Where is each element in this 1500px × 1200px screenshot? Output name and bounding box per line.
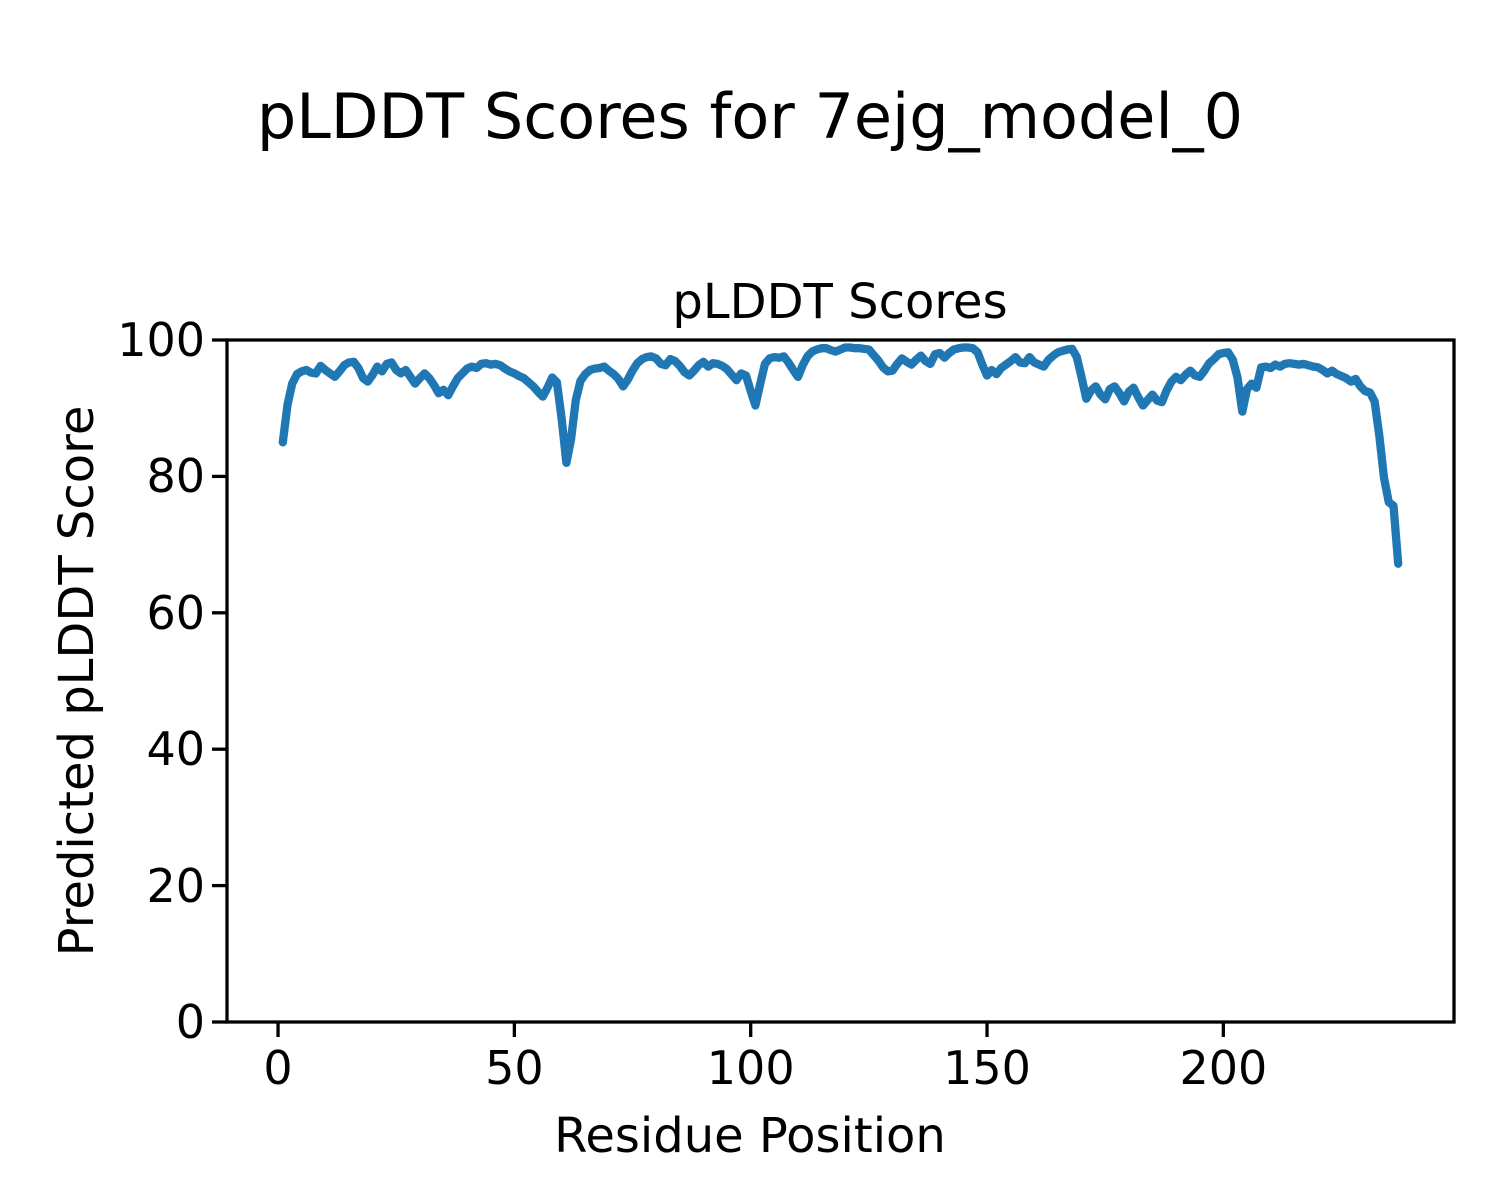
x-tick-label-150: 150 (943, 1041, 1031, 1095)
axis-tick-marks (212, 338, 1225, 1037)
x-tick-label-100: 100 (706, 1041, 795, 1095)
y-tick-label-100: 100 (117, 313, 205, 367)
plot-frame (225, 338, 1456, 1024)
x-tick-label-200: 200 (1179, 1041, 1268, 1095)
y-tick-label-20: 20 (146, 858, 205, 913)
plddt-score-line (278, 343, 1403, 568)
axes-title: pLDDT Scores (672, 274, 1008, 330)
x-tick-label-0: 0 (263, 1041, 293, 1095)
y-tick-label-40: 40 (146, 722, 205, 777)
x-axis-label: Residue Position (554, 1108, 946, 1164)
y-tick-label-0: 0 (175, 995, 205, 1049)
figure-title: pLDDT Scores for 7ejg_model_0 (256, 80, 1244, 153)
y-tick-label-60: 60 (146, 585, 205, 640)
x-tick-label-50: 50 (485, 1041, 544, 1095)
y-tick-label-80: 80 (146, 449, 205, 504)
